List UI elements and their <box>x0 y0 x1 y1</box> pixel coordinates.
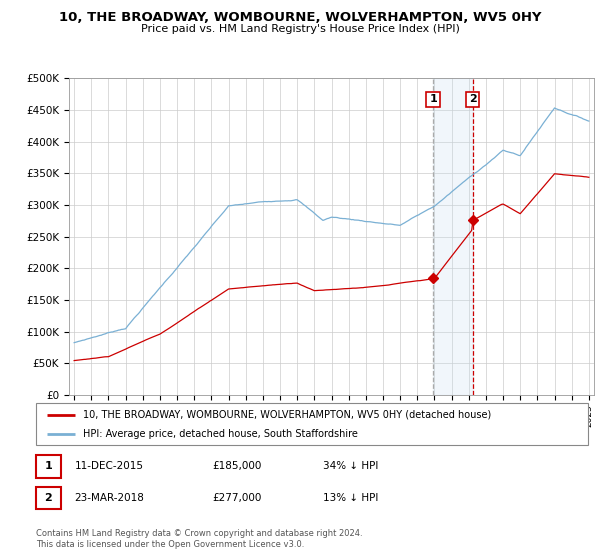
Text: Contains HM Land Registry data © Crown copyright and database right 2024.
This d: Contains HM Land Registry data © Crown c… <box>36 529 362 549</box>
Text: 23-MAR-2018: 23-MAR-2018 <box>74 493 145 503</box>
Text: 10, THE BROADWAY, WOMBOURNE, WOLVERHAMPTON, WV5 0HY (detached house): 10, THE BROADWAY, WOMBOURNE, WOLVERHAMPT… <box>83 409 491 419</box>
Bar <box>433 78 473 395</box>
Text: HPI: Average price, detached house, South Staffordshire: HPI: Average price, detached house, Sout… <box>83 429 358 439</box>
Text: 2: 2 <box>44 493 52 503</box>
Text: 34% ↓ HPI: 34% ↓ HPI <box>323 461 379 471</box>
Text: 1: 1 <box>44 461 52 471</box>
Text: £277,000: £277,000 <box>212 493 262 503</box>
Text: £185,000: £185,000 <box>212 461 262 471</box>
Bar <box>36 487 61 510</box>
Text: Price paid vs. HM Land Registry's House Price Index (HPI): Price paid vs. HM Land Registry's House … <box>140 24 460 34</box>
Text: 1: 1 <box>429 94 437 104</box>
Text: 2: 2 <box>469 94 476 104</box>
Text: 13% ↓ HPI: 13% ↓ HPI <box>323 493 379 503</box>
Text: 11-DEC-2015: 11-DEC-2015 <box>74 461 143 471</box>
Text: 10, THE BROADWAY, WOMBOURNE, WOLVERHAMPTON, WV5 0HY: 10, THE BROADWAY, WOMBOURNE, WOLVERHAMPT… <box>59 11 541 24</box>
Bar <box>36 455 61 478</box>
